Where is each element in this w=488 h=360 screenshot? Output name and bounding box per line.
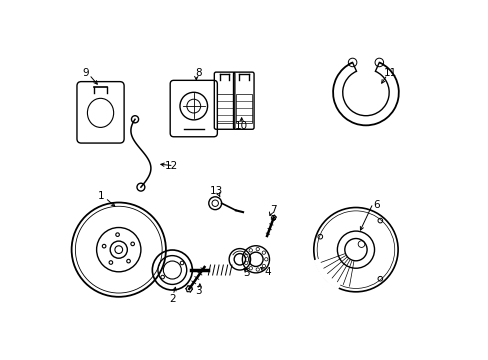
Text: 12: 12 — [164, 161, 178, 171]
Text: 1: 1 — [98, 191, 105, 201]
Wedge shape — [314, 258, 342, 289]
Text: 5: 5 — [243, 268, 249, 278]
Text: 8: 8 — [195, 68, 202, 78]
Text: 9: 9 — [82, 68, 89, 78]
Text: 6: 6 — [373, 200, 379, 210]
Text: 2: 2 — [169, 294, 176, 303]
Text: 10: 10 — [234, 121, 247, 131]
Text: 13: 13 — [209, 186, 223, 197]
Text: 11: 11 — [383, 68, 396, 78]
Bar — [216, 94, 232, 123]
Text: 7: 7 — [270, 205, 277, 215]
Text: 4: 4 — [264, 267, 270, 277]
Text: 3: 3 — [194, 287, 201, 296]
Bar — [235, 94, 251, 123]
